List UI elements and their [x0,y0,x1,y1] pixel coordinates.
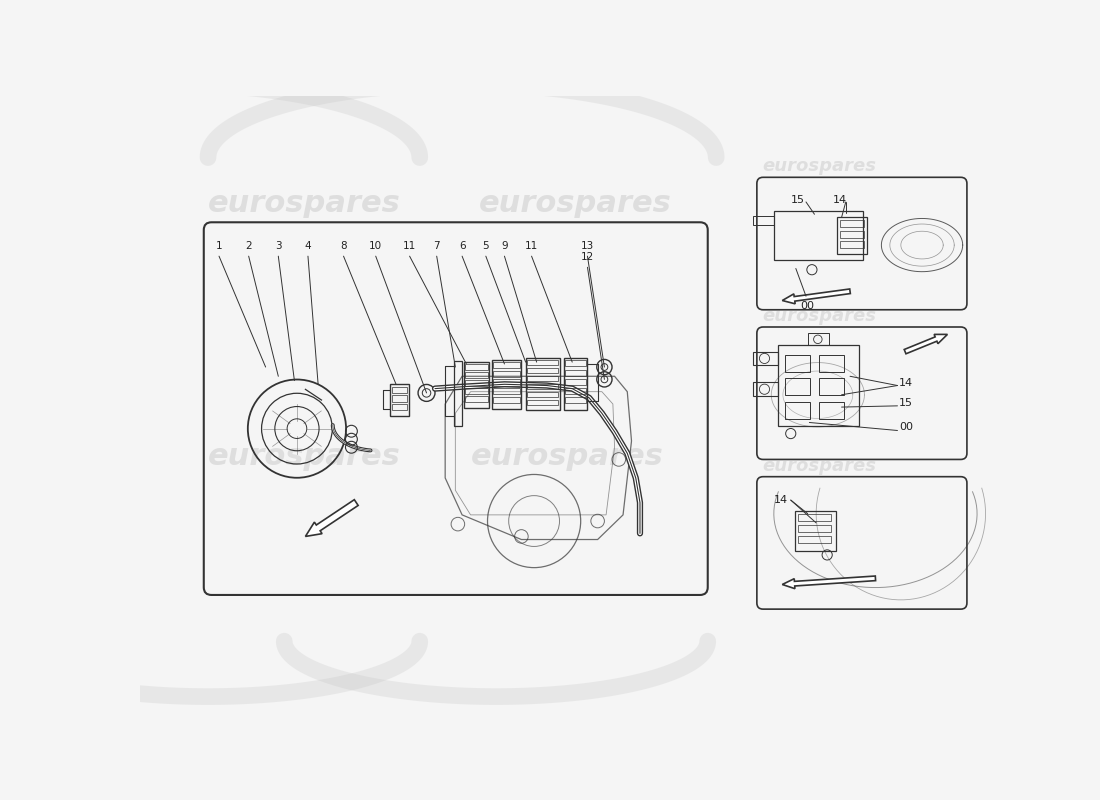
Bar [453,361,462,426]
Text: 12: 12 [581,252,594,262]
Text: 3: 3 [275,242,282,251]
Bar [392,404,407,410]
Bar [465,364,487,370]
Bar [784,378,811,395]
Text: 15: 15 [899,398,913,408]
Text: eurospares: eurospares [762,457,877,474]
Bar [494,379,519,386]
Text: 00: 00 [801,301,815,310]
Bar [494,397,519,402]
Polygon shape [904,334,947,354]
Bar [465,396,487,402]
Bar [465,388,487,394]
Bar [778,346,858,426]
Bar [392,386,407,393]
Polygon shape [306,500,359,537]
Bar [494,362,519,368]
Bar [527,360,558,365]
Text: 14: 14 [899,378,913,387]
Text: eurospares: eurospares [471,442,663,471]
Text: 7: 7 [433,242,440,251]
Bar [795,510,836,550]
Bar [492,360,521,409]
Bar [799,536,830,543]
Text: 6: 6 [459,242,465,251]
Text: eurospares: eurospares [480,190,672,218]
Bar [565,360,586,366]
Text: eurospares: eurospares [208,442,400,471]
Bar [799,514,830,521]
Bar [840,221,864,227]
Bar [752,352,778,365]
Text: 14: 14 [833,194,847,205]
Text: eurospares: eurospares [762,307,877,325]
Polygon shape [782,576,876,589]
Bar [773,211,862,261]
Bar [464,362,490,408]
Bar [390,384,409,416]
Bar [565,398,586,403]
Bar [527,392,558,398]
Bar [565,370,586,376]
Bar [465,372,487,378]
Bar [527,368,558,373]
Text: 14: 14 [773,495,788,505]
Bar [465,380,487,386]
Bar [752,216,773,226]
Bar [392,395,407,402]
Bar [837,218,867,254]
Bar [527,376,558,382]
Bar [818,354,844,372]
Bar [818,402,844,418]
Text: 11: 11 [525,242,538,251]
Bar [784,402,811,418]
Text: 11: 11 [403,242,416,251]
Bar [563,358,587,410]
Bar [494,370,519,377]
Bar [752,382,778,396]
Bar [494,388,519,394]
Text: 15: 15 [791,194,804,205]
Text: 10: 10 [370,242,383,251]
Text: 9: 9 [502,242,508,251]
Text: 1: 1 [216,242,222,251]
Text: eurospares: eurospares [208,190,400,218]
Bar [527,400,558,406]
Bar [565,388,586,394]
Bar [784,354,811,372]
Bar [526,358,560,410]
Text: 2: 2 [245,242,252,251]
Bar [807,333,829,346]
Bar [840,242,864,248]
Text: 8: 8 [340,242,346,251]
Text: eurospares: eurospares [762,157,877,174]
Bar [565,378,586,385]
Bar [840,231,864,238]
Text: 4: 4 [305,242,311,251]
Polygon shape [782,289,850,304]
Text: 5: 5 [483,242,490,251]
Bar [527,384,558,390]
Text: 13: 13 [581,242,594,251]
Bar [818,378,844,395]
Text: 00: 00 [899,422,913,433]
Bar [799,525,830,532]
